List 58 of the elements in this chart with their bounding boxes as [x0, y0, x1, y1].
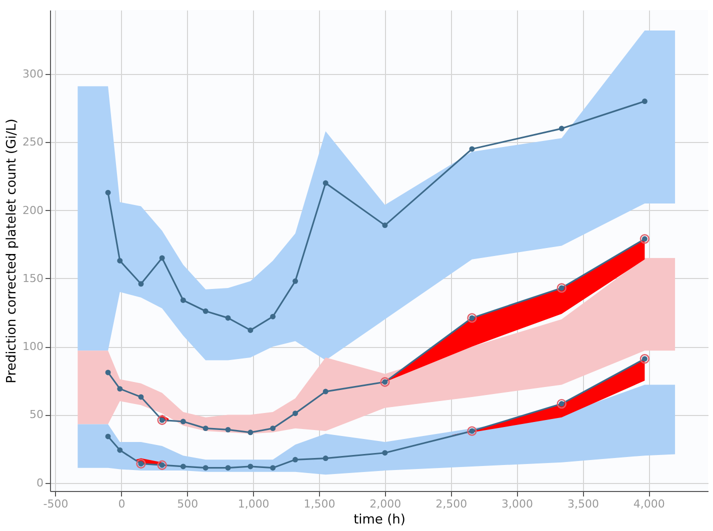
x-tick-label: 3,000: [502, 498, 534, 510]
point: [248, 464, 254, 470]
point: [322, 180, 328, 186]
point: [469, 146, 475, 152]
point: [270, 426, 276, 432]
y-tick-label: 300: [22, 68, 44, 81]
point: [117, 258, 123, 264]
point: [270, 314, 276, 320]
point: [248, 327, 254, 333]
point: [322, 388, 328, 394]
point: [225, 465, 231, 471]
x-axis-title: time (h): [354, 512, 406, 528]
point: [159, 255, 165, 261]
point: [225, 426, 231, 432]
point: [556, 398, 566, 409]
y-tick-label: 50: [30, 408, 44, 422]
point: [558, 126, 564, 132]
x-tick-label: 1,000: [238, 498, 270, 510]
x-tick-label: 2,000: [370, 498, 402, 510]
x-tick-label: 3,500: [567, 498, 599, 510]
point: [292, 278, 298, 284]
point: [117, 447, 123, 453]
point: [138, 394, 144, 400]
point: [382, 222, 388, 228]
point: [105, 190, 111, 196]
point: [202, 426, 208, 432]
point: [642, 98, 648, 104]
point: [138, 281, 144, 287]
x-tick-label: 500: [177, 498, 198, 510]
point: [117, 386, 123, 392]
point: [105, 370, 111, 376]
point: [640, 354, 650, 364]
point: [640, 234, 650, 244]
x-tick-label: -500: [43, 498, 68, 510]
point: [202, 465, 208, 471]
y-tick-label: 250: [22, 136, 44, 149]
point: [105, 434, 111, 440]
y-tick-label: 0: [36, 476, 44, 490]
point: [225, 315, 231, 321]
point: [180, 298, 186, 303]
point: [382, 450, 388, 456]
point: [202, 308, 208, 314]
y-tick-label: 150: [22, 272, 44, 285]
point: [292, 456, 298, 462]
point: [180, 464, 186, 470]
point: [270, 465, 276, 471]
point: [322, 456, 328, 462]
point: [136, 458, 146, 469]
x-tick-label: 2,500: [436, 498, 468, 510]
point: [292, 410, 298, 416]
x-tick-label: 4,000: [633, 498, 665, 510]
point: [248, 430, 254, 436]
y-tick-label: 100: [22, 340, 44, 354]
y-tick-label: 200: [22, 204, 44, 217]
y-axis-title: Prediction corrected platelet count (Gi/L): [4, 118, 20, 384]
x-tick-label: 1,500: [304, 498, 336, 510]
x-tick-label: 0: [118, 498, 126, 510]
point: [180, 418, 186, 424]
